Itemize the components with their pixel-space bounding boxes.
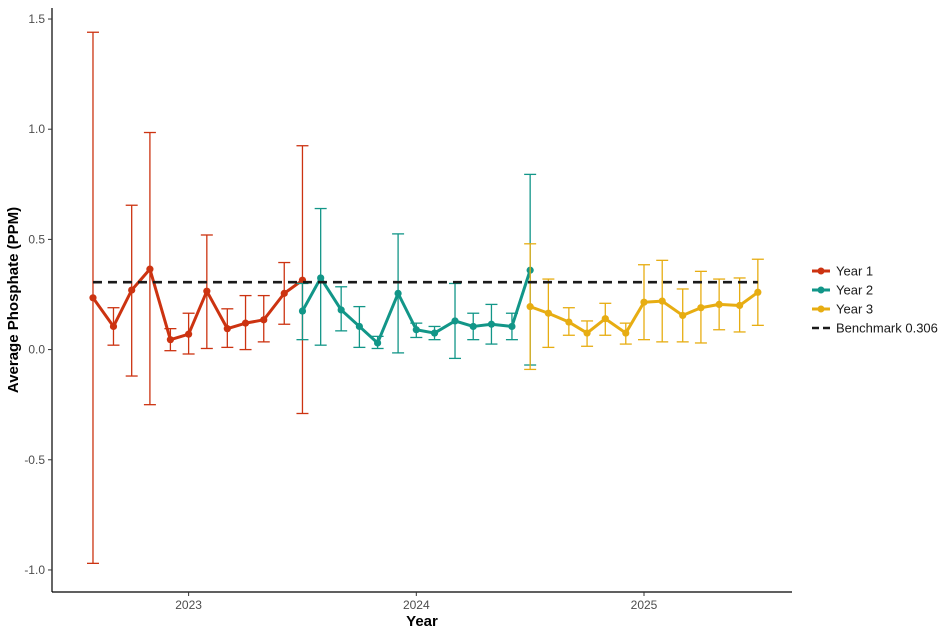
data-point xyxy=(241,319,250,327)
data-point xyxy=(451,317,459,325)
data-point xyxy=(583,329,591,337)
legend-key-marker xyxy=(817,286,825,294)
x-tick-label: 2023 xyxy=(175,598,202,612)
series-1 xyxy=(86,31,309,565)
data-point xyxy=(679,311,687,320)
data-point xyxy=(736,301,744,310)
data-point xyxy=(260,316,268,324)
legend-label: Year 3 xyxy=(836,302,873,317)
data-point xyxy=(640,298,648,306)
y-tick-label: 1.5 xyxy=(28,12,45,26)
data-point xyxy=(601,315,609,323)
data-point xyxy=(394,289,402,297)
data-point xyxy=(128,286,136,294)
data-point xyxy=(526,303,534,311)
legend-key-marker xyxy=(817,305,825,313)
legend-item: Benchmark 0.306 xyxy=(812,321,938,336)
y-axis-title: Average Phosphate (PPM) xyxy=(5,207,22,393)
x-tick-label: 2024 xyxy=(403,598,430,612)
data-point xyxy=(298,307,307,315)
legend-item: Year 3 xyxy=(812,302,873,317)
data-point xyxy=(697,304,705,312)
data-point xyxy=(412,326,420,334)
y-tick-label: -1.0 xyxy=(24,563,45,577)
legend-item: Year 1 xyxy=(812,264,873,279)
data-point xyxy=(622,329,630,337)
x-ticks: 2023 2024 2025 xyxy=(175,592,658,612)
data-point xyxy=(223,325,231,333)
data-point xyxy=(166,336,174,344)
data-point xyxy=(109,322,118,331)
data-point xyxy=(280,289,288,297)
data-point xyxy=(337,306,345,314)
series-3 xyxy=(524,243,764,371)
data-point xyxy=(715,300,723,309)
axes xyxy=(51,8,792,593)
legend-key-marker xyxy=(817,267,825,275)
data-point xyxy=(146,265,154,273)
data-point xyxy=(185,330,193,338)
data-point xyxy=(89,294,97,302)
legend-label: Benchmark 0.306 xyxy=(836,321,938,336)
y-tick-label: 0.0 xyxy=(28,343,45,357)
data-point xyxy=(469,322,477,331)
data-point xyxy=(658,297,666,305)
plot-area xyxy=(86,31,764,565)
y-tick-label: 1.0 xyxy=(28,122,45,136)
x-tick-label: 2025 xyxy=(631,598,658,612)
y-tick-label: 0.5 xyxy=(28,232,45,246)
legend-item: Year 2 xyxy=(812,283,873,298)
data-point xyxy=(317,274,325,282)
y-tick-label: -0.5 xyxy=(24,453,45,467)
legend-label: Year 2 xyxy=(836,283,873,298)
data-point xyxy=(508,322,516,331)
data-point xyxy=(565,318,573,326)
data-point xyxy=(487,320,496,328)
data-point xyxy=(374,339,382,347)
series-line xyxy=(91,267,304,342)
x-axis-title: Year xyxy=(406,613,438,630)
series-2 xyxy=(296,173,537,366)
data-point xyxy=(430,329,439,337)
data-point xyxy=(754,288,762,296)
y-ticks: -1.0 -0.5 0.0 0.5 1.0 1.5 xyxy=(24,12,52,577)
data-point xyxy=(355,322,363,331)
legend-label: Year 1 xyxy=(836,264,873,279)
data-point xyxy=(544,309,552,317)
legend: Year 1 Year 2 Year 3 Benchmark 0.306 xyxy=(812,264,938,336)
data-point xyxy=(203,287,211,295)
